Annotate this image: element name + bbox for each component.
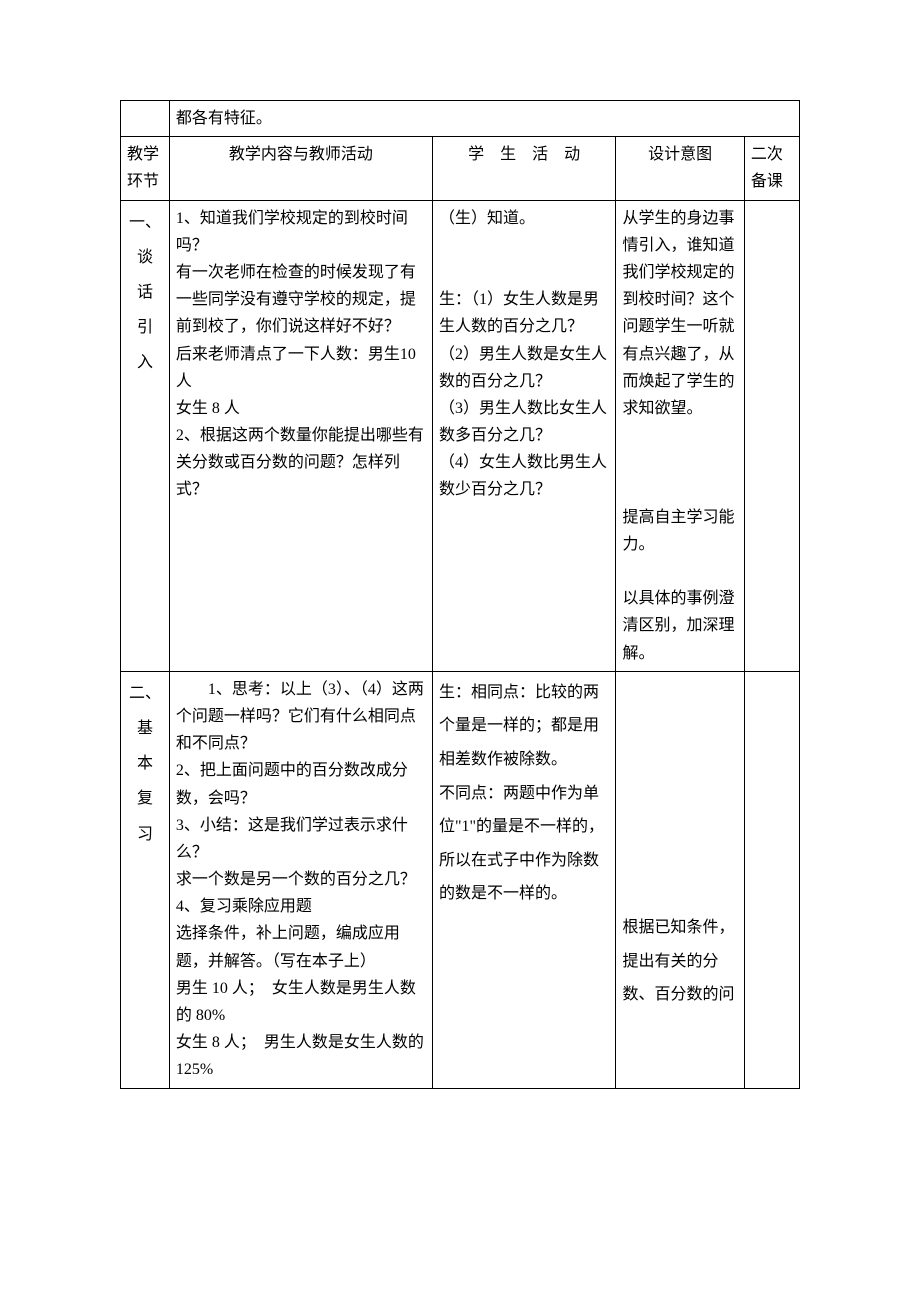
header-student: 学 生 活 动 xyxy=(432,137,616,200)
row-2-intent: 根据已知条件，提出有关的分数、百分数的问 xyxy=(616,671,744,1088)
row-1: 一、谈话引入 1、知道我们学校规定的到校时间吗？有一次老师在检查的时候发现了有一… xyxy=(121,200,800,671)
lesson-plan-table: 都各有特征。 教学环节 教学内容与教师活动 学 生 活 动 设计意图 二次备课 … xyxy=(120,100,800,1089)
header-stage: 教学环节 xyxy=(121,137,170,200)
row-1-note xyxy=(744,200,799,671)
header-teacher: 教学内容与教师活动 xyxy=(169,137,432,200)
row-2-student: 生：相同点：比较的两个量是一样的；都是用相差数作被除数。不同点：两题中作为单位"… xyxy=(432,671,616,1088)
row-1-intent: 从学生的身边事情引入，谁知道我们学校规定的到校时间？这个问题学生一听就有点兴趣了… xyxy=(616,200,744,671)
header-note: 二次备课 xyxy=(744,137,799,200)
row-2-teacher: 1、思考：以上（3）、（4）这两个问题一样吗？它们有什么相同点和不同点？2、把上… xyxy=(169,671,432,1088)
top-note-row: 都各有特征。 xyxy=(121,101,800,137)
top-note-cell: 都各有特征。 xyxy=(169,101,799,137)
row-2-note xyxy=(744,671,799,1088)
header-intent: 设计意图 xyxy=(616,137,744,200)
header-row: 教学环节 教学内容与教师活动 学 生 活 动 设计意图 二次备课 xyxy=(121,137,800,200)
row-2-label: 二、基本复习 xyxy=(121,671,170,1088)
row-1-student: （生）知道。生：（1）女生人数是男生人数的百分之几？（2）男生人数是女生人数的百… xyxy=(432,200,616,671)
row-1-label: 一、谈话引入 xyxy=(121,200,170,671)
row-1-teacher: 1、知道我们学校规定的到校时间吗？有一次老师在检查的时候发现了有一些同学没有遵守… xyxy=(169,200,432,671)
row-2: 二、基本复习 1、思考：以上（3）、（4）这两个问题一样吗？它们有什么相同点和不… xyxy=(121,671,800,1088)
